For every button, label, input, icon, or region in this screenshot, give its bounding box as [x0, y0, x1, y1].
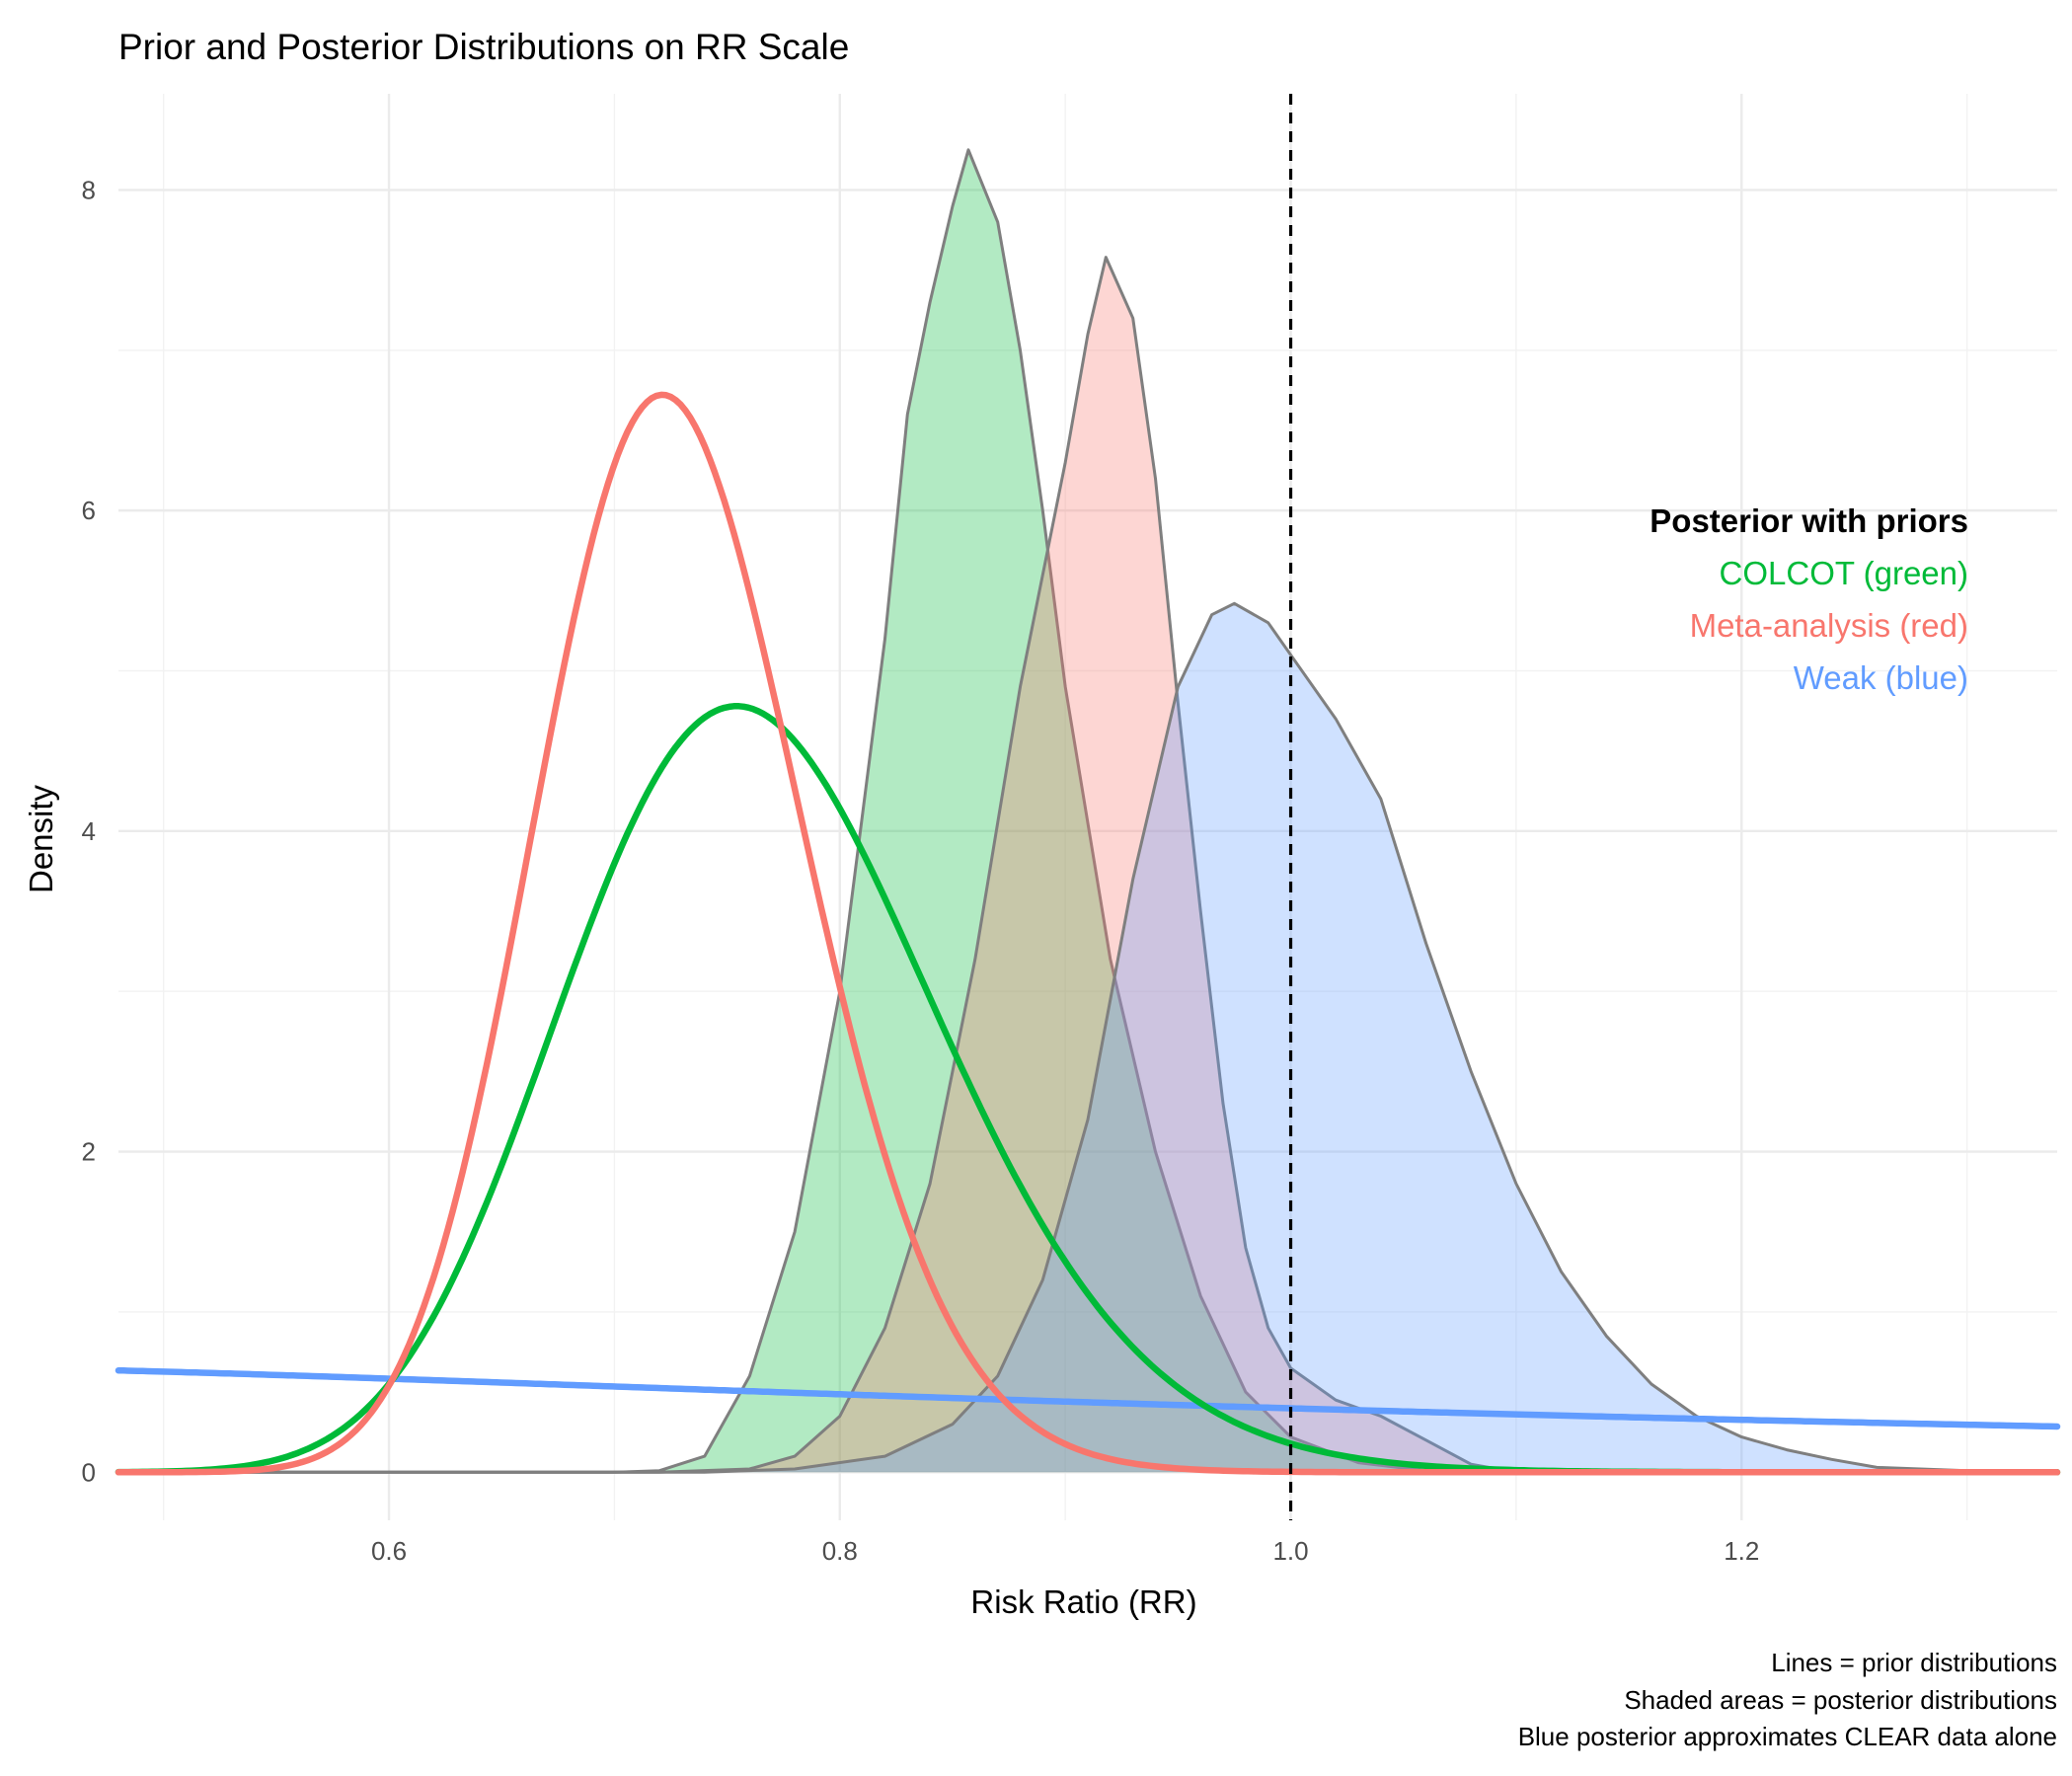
x-axis-ticks: 0.6 0.8 1.0 1.2: [371, 1536, 1759, 1566]
prior-line-meta-analysis: [115, 391, 2061, 1476]
legend-item-meta-analysis: Meta-analysis (red): [1690, 607, 1968, 644]
caption-line-2: Shaded areas = posterior distributions: [1624, 1685, 2057, 1715]
y-axis-title: Density: [23, 784, 59, 893]
y-tick-label: 2: [82, 1137, 96, 1167]
y-tick-label: 0: [82, 1457, 96, 1487]
y-tick-label: 4: [82, 816, 96, 846]
x-tick-label: 0.8: [822, 1536, 858, 1566]
chart-title: Prior and Posterior Distributions on RR …: [118, 27, 849, 67]
legend-item-weak: Weak (blue): [1794, 659, 1968, 696]
legend-heading: Posterior with priors: [1650, 502, 1968, 539]
minor-gridlines: [118, 94, 2057, 1520]
y-axis-ticks: 0 2 4 6 8: [82, 175, 96, 1487]
x-tick-label: 1.2: [1724, 1536, 1759, 1566]
x-tick-label: 1.0: [1272, 1536, 1308, 1566]
x-axis-title: Risk Ratio (RR): [970, 1583, 1196, 1620]
posterior-area-colcot: [118, 149, 2057, 1473]
prior-line-weak: [115, 1366, 2061, 1430]
legend: Posterior with priors COLCOT (green) Met…: [1650, 502, 1968, 696]
y-tick-label: 6: [82, 496, 96, 525]
prior-lines: [115, 391, 2061, 1476]
posterior-areas: [118, 148, 2058, 1474]
legend-item-colcot: COLCOT (green): [1720, 555, 1968, 591]
caption-line-3: Blue posterior approximates CLEAR data a…: [1518, 1722, 2057, 1751]
x-tick-label: 0.6: [371, 1536, 407, 1566]
y-tick-label: 8: [82, 175, 96, 204]
posterior-area-meta-analysis: [118, 257, 2057, 1473]
caption-line-1: Lines = prior distributions: [1771, 1648, 2057, 1677]
posterior-area-colcot-outline: [118, 148, 2057, 1474]
posterior-area-weak-outline: [118, 601, 2058, 1474]
caption: Lines = prior distributions Shaded areas…: [1518, 1648, 2057, 1751]
